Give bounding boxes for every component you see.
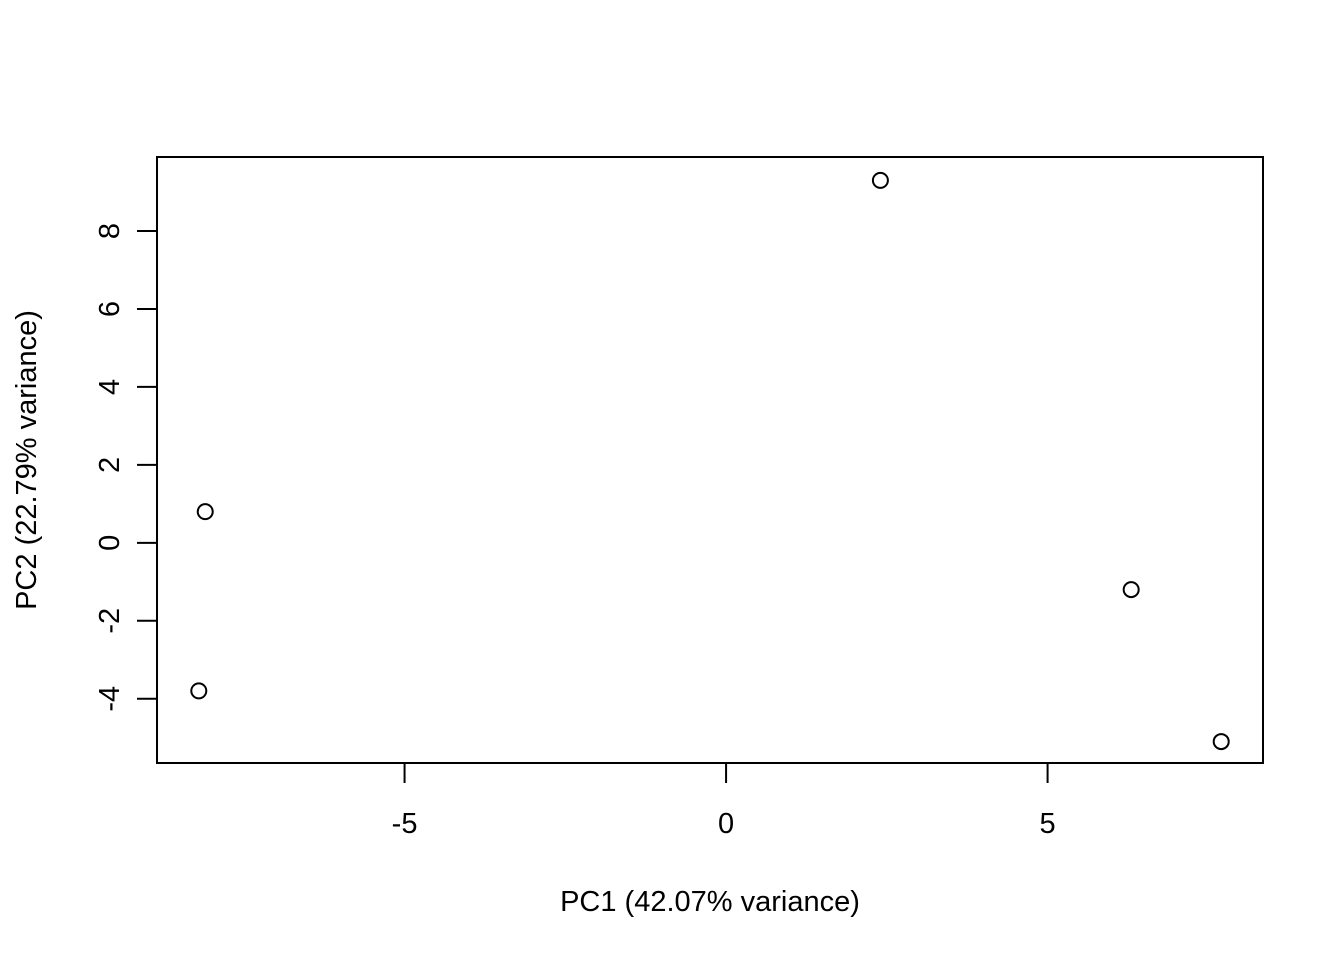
y-tick-label: 4: [94, 379, 126, 395]
y-tick-label: -2: [94, 608, 126, 634]
data-points: [190, 171, 1230, 751]
data-point: [196, 503, 214, 521]
x-tick-label: 0: [718, 808, 734, 840]
data-point: [1212, 733, 1230, 751]
x-axis-title: PC1 (42.07% variance): [560, 886, 860, 918]
data-point: [1122, 581, 1140, 599]
y-tick-label: -4: [94, 686, 126, 712]
x-axis: -5 0 5: [392, 763, 1056, 840]
y-axis-title: PC2 (22.79% variance): [11, 310, 43, 610]
x-tick-label: -5: [392, 808, 418, 840]
y-tick-label: 6: [94, 301, 126, 317]
data-point: [190, 682, 208, 700]
y-axis: -4 -2 0 2 4 6 8: [94, 223, 157, 712]
y-tick-label: 8: [94, 223, 126, 239]
data-point: [871, 171, 889, 189]
plot-frame: [156, 156, 1264, 764]
x-tick-label: 5: [1040, 808, 1056, 840]
y-tick-label: 0: [94, 535, 126, 551]
y-tick-label: 2: [94, 457, 126, 473]
